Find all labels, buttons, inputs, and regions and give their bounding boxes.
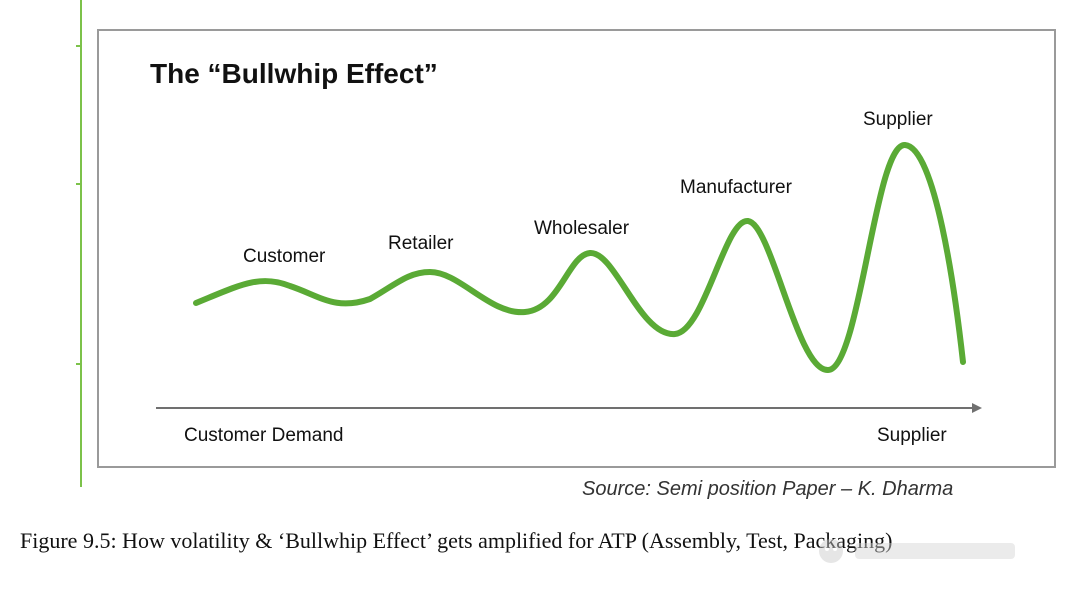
diagram-title: The “Bullwhip Effect” (150, 58, 438, 89)
axis-label-customer-demand: Customer Demand (184, 425, 344, 446)
stage-label-customer: Customer (243, 246, 326, 267)
demand-axis-arrowhead (972, 403, 982, 413)
stage-label-supplier: Supplier (863, 109, 933, 130)
stage-label-manufacturer: Manufacturer (680, 177, 792, 198)
side-rule-tick (76, 45, 82, 47)
side-rule (80, 0, 82, 487)
watermark-logo (819, 539, 1015, 563)
stage-label-retailer: Retailer (388, 233, 454, 254)
side-rule-tick (76, 363, 82, 365)
side-rule-tick (76, 183, 82, 185)
diagram-frame (97, 29, 1056, 468)
source-note: Source: Semi position Paper – K. Dharma (582, 478, 954, 500)
axis-label-supplier: Supplier (877, 425, 947, 446)
stage-label-wholesaler: Wholesaler (534, 218, 630, 239)
bullwhip-wave (193, 141, 966, 374)
figure-caption: Figure 9.5: How volatility & ‘Bullwhip E… (20, 528, 893, 553)
